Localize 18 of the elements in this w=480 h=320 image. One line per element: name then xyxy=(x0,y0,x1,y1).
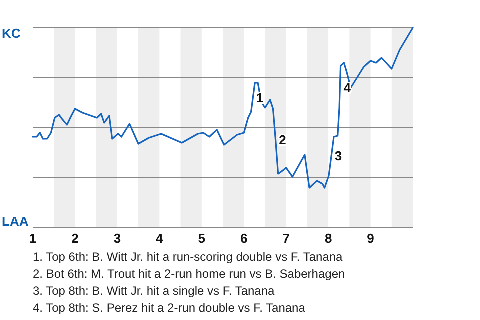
text: LAA xyxy=(2,214,30,229)
x-tick-label: 4 xyxy=(156,231,164,246)
x-tick-label: 8 xyxy=(324,231,332,246)
text: 3. Top 8th: B. Witt Jr. hit a single vs F. Tanana xyxy=(33,284,276,298)
text: 1. Top 6th: B. Witt Jr. hit a run-scoring double vs F. Tanana xyxy=(33,250,344,264)
x-tick-label: 5 xyxy=(198,231,206,246)
annotation: 4 xyxy=(344,80,352,96)
x-tick-label: 3 xyxy=(114,231,122,246)
text: 2. Bot 6th: M. Trout hit a 2-run home run vs B. Saberhagen xyxy=(33,267,346,281)
text: KC xyxy=(2,26,22,41)
x-tick-label: 7 xyxy=(282,231,290,246)
x-tick-label: 1 xyxy=(29,231,37,246)
annotation: 3 xyxy=(334,148,342,164)
x-tick-label: 9 xyxy=(367,231,374,246)
x-tick-label: 6 xyxy=(240,231,248,246)
annotation: 2 xyxy=(279,132,286,148)
text: 4. Top 8th: S. Perez hit a 2-run double vs F. Tanana xyxy=(33,301,306,315)
x-tick-label: 2 xyxy=(72,231,79,246)
